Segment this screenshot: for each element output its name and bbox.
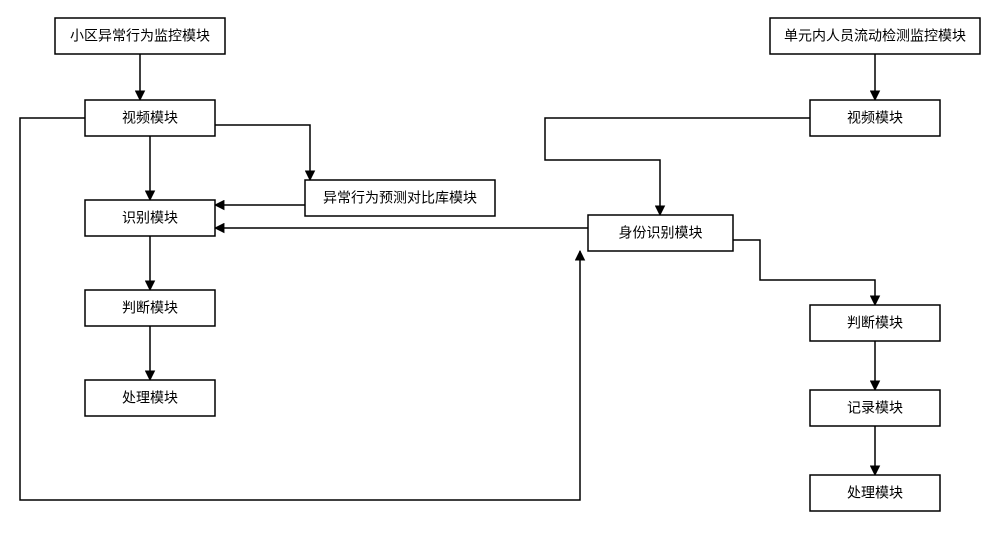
node-label: 身份识别模块 <box>619 225 703 241</box>
edge <box>545 118 810 215</box>
node-label: 判断模块 <box>122 300 178 316</box>
edge <box>215 125 310 180</box>
node-label: 记录模块 <box>847 400 903 416</box>
node-n3: 识别模块 <box>85 200 215 236</box>
node-n11: 记录模块 <box>810 390 940 426</box>
node-label: 处理模块 <box>122 390 178 406</box>
node-label: 视频模块 <box>847 110 903 126</box>
node-n2: 视频模块 <box>85 100 215 136</box>
node-n10: 判断模块 <box>810 305 940 341</box>
node-n12: 处理模块 <box>810 475 940 511</box>
node-n4: 判断模块 <box>85 290 215 326</box>
node-n1: 小区异常行为监控模块 <box>55 18 225 54</box>
node-n5: 处理模块 <box>85 380 215 416</box>
node-label: 识别模块 <box>122 210 178 226</box>
node-n7: 身份识别模块 <box>588 215 733 251</box>
node-n9: 视频模块 <box>810 100 940 136</box>
node-n8: 单元内人员流动检测监控模块 <box>770 18 980 54</box>
node-n6: 异常行为预测对比库模块 <box>305 180 495 216</box>
node-label: 单元内人员流动检测监控模块 <box>784 28 966 44</box>
node-label: 小区异常行为监控模块 <box>70 28 210 44</box>
node-label: 判断模块 <box>847 315 903 331</box>
node-label: 视频模块 <box>122 110 178 126</box>
node-label: 处理模块 <box>847 485 903 501</box>
edge <box>733 240 875 305</box>
node-label: 异常行为预测对比库模块 <box>323 190 477 206</box>
